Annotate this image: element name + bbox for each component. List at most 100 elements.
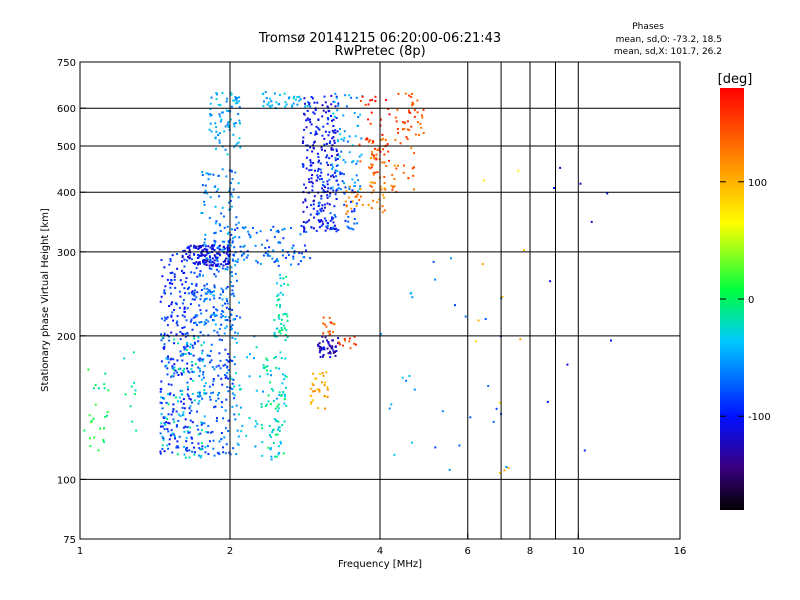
data-point	[416, 99, 419, 102]
data-point	[223, 240, 226, 243]
data-point	[205, 430, 208, 433]
data-point	[202, 261, 205, 264]
data-point	[200, 312, 203, 315]
data-point	[219, 230, 222, 232]
data-point	[323, 203, 326, 206]
data-point	[233, 394, 236, 397]
data-point	[240, 254, 243, 257]
data-point	[330, 103, 333, 106]
data-point	[239, 316, 242, 319]
data-point	[355, 162, 358, 165]
data-point	[335, 150, 338, 152]
data-point	[198, 367, 201, 370]
data-point	[280, 394, 283, 397]
data-point	[200, 442, 203, 445]
data-point	[218, 195, 221, 198]
data-point	[325, 161, 328, 164]
data-point	[359, 100, 362, 102]
data-point	[195, 324, 198, 326]
data-point	[203, 191, 206, 194]
data-point	[180, 269, 183, 272]
data-point	[320, 210, 323, 213]
data-point	[312, 390, 314, 393]
data-point	[383, 196, 385, 199]
data-point	[266, 373, 269, 375]
data-point	[329, 350, 331, 353]
data-point	[208, 289, 211, 292]
data-point	[316, 210, 319, 213]
data-point	[416, 111, 419, 114]
data-point	[336, 188, 339, 191]
data-point	[227, 353, 230, 356]
data-point	[214, 275, 217, 278]
data-point	[202, 274, 204, 277]
data-point	[245, 434, 248, 437]
data-point	[450, 257, 452, 260]
data-point	[173, 372, 176, 375]
data-point	[230, 233, 233, 236]
data-point	[236, 442, 239, 445]
data-point	[408, 94, 411, 97]
colorbar-tick-label: 100	[748, 178, 767, 189]
data-point	[237, 413, 240, 416]
data-point	[327, 134, 330, 137]
data-point	[183, 348, 186, 351]
data-point	[559, 166, 562, 169]
data-point	[356, 222, 359, 225]
data-point	[306, 117, 309, 120]
data-point	[255, 259, 258, 262]
data-point	[182, 414, 185, 417]
data-point	[253, 357, 255, 360]
data-point	[186, 367, 189, 370]
data-point	[236, 96, 238, 99]
data-point	[176, 453, 179, 456]
data-point	[218, 141, 221, 144]
data-point	[434, 446, 437, 449]
data-point	[215, 147, 217, 150]
data-point	[304, 199, 307, 202]
data-point	[171, 254, 174, 257]
data-point	[336, 139, 339, 141]
data-point	[201, 244, 204, 247]
data-point	[189, 244, 192, 247]
data-point	[329, 187, 332, 190]
data-point	[247, 230, 250, 233]
data-point	[302, 136, 305, 139]
data-point	[334, 131, 337, 134]
data-point	[231, 275, 234, 277]
data-point	[165, 421, 168, 424]
data-point	[441, 410, 444, 413]
data-point	[179, 330, 182, 333]
data-point	[225, 263, 227, 266]
data-point	[410, 292, 413, 294]
data-point	[213, 232, 216, 235]
data-point	[299, 98, 302, 101]
data-point	[305, 249, 307, 252]
data-point	[329, 333, 332, 336]
data-point	[313, 216, 316, 219]
data-point	[201, 445, 204, 448]
data-point	[213, 311, 215, 314]
data-point	[382, 148, 384, 151]
data-point	[218, 338, 221, 341]
data-point	[193, 399, 196, 402]
data-point	[222, 215, 225, 218]
data-point	[225, 306, 228, 309]
data-point	[231, 388, 234, 390]
data-point	[352, 160, 355, 163]
data-point	[172, 408, 175, 411]
data-point	[197, 263, 199, 266]
data-point	[184, 425, 187, 428]
data-point	[264, 91, 267, 94]
data-point	[191, 437, 193, 440]
data-point	[170, 315, 173, 318]
data-point	[388, 159, 390, 162]
data-point	[99, 427, 102, 430]
data-point	[186, 332, 189, 334]
data-point	[214, 122, 217, 125]
data-point	[317, 156, 320, 158]
data-point	[184, 418, 187, 421]
data-point	[224, 268, 227, 271]
data-point	[181, 314, 184, 317]
data-point	[303, 112, 305, 115]
